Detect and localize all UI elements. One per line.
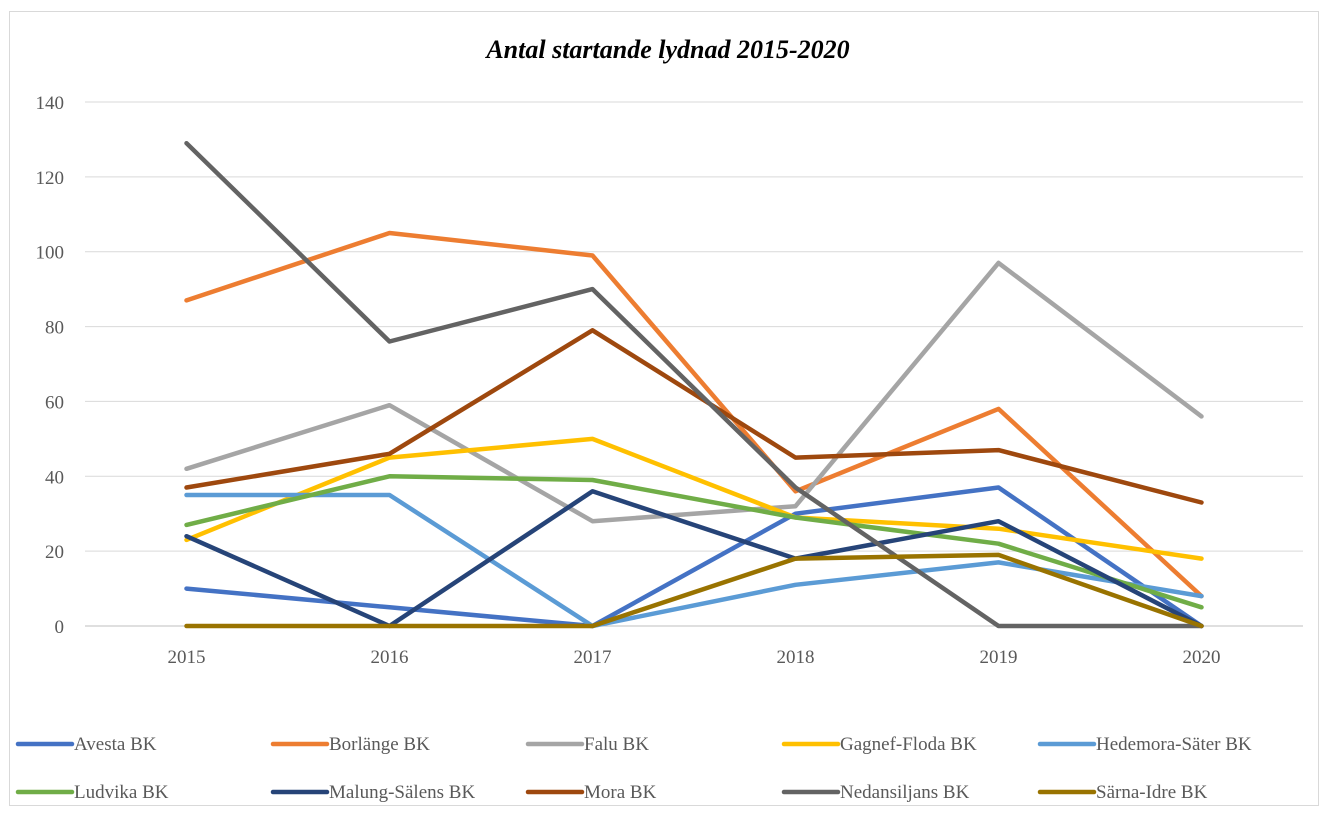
- legend-label: Särna-Idre BK: [1096, 782, 1208, 803]
- legend-label: Gagnef-Floda BK: [840, 734, 977, 755]
- series-line: [184, 552, 1204, 629]
- legend-label: Avesta BK: [74, 734, 157, 755]
- x-axis-ticks: 2015 2016 2017 2018 2019 2020: [168, 647, 1221, 668]
- legend-item: Borlänge BK: [270, 734, 430, 755]
- y-tick-label: 120: [36, 168, 65, 189]
- x-tick-label: 2020: [1183, 647, 1221, 668]
- series-line: [184, 140, 1204, 629]
- legend-label: Malung-Sälens BK: [329, 782, 475, 803]
- x-tick-label: 2016: [371, 647, 409, 668]
- legend-item: Hedemora-Säter BK: [1037, 734, 1252, 755]
- series-line: [184, 489, 1204, 629]
- x-tick-label: 2017: [574, 647, 612, 668]
- legend-item: Avesta BK: [15, 734, 157, 755]
- y-tick-label: 80: [45, 318, 64, 339]
- legend-item: Mora BK: [525, 782, 657, 803]
- series-lines: [184, 140, 1204, 629]
- legend-item: Malung-Sälens BK: [270, 782, 475, 803]
- legend-item: Ludvika BK: [15, 782, 169, 803]
- series-line: [184, 485, 1204, 629]
- legend-label: Ludvika BK: [74, 782, 169, 803]
- legend-label: Hedemora-Säter BK: [1096, 734, 1252, 755]
- y-tick-label: 60: [45, 392, 64, 413]
- chart-title: Antal startande lydnad 2015-2020: [484, 35, 849, 64]
- y-axis-ticks: 0 20 40 60 80 100 120 140: [36, 93, 65, 638]
- legend-label: Falu BK: [584, 734, 649, 755]
- x-tick-label: 2018: [777, 647, 815, 668]
- chart-frame: [9, 11, 1319, 806]
- y-tick-label: 0: [55, 617, 65, 638]
- series-line: [184, 436, 1204, 561]
- legend: Avesta BK Borlänge BK Falu BK Gagnef-Floda …: [15, 734, 1252, 803]
- legend-item: Falu BK: [525, 734, 649, 755]
- series-line: [184, 474, 1204, 610]
- x-tick-label: 2015: [168, 647, 206, 668]
- series-line: [184, 328, 1204, 505]
- x-tick-label: 2019: [980, 647, 1018, 668]
- series-line: [184, 230, 1204, 599]
- y-tick-label: 100: [36, 243, 65, 264]
- legend-item: Särna-Idre BK: [1037, 782, 1208, 803]
- legend-label: Mora BK: [584, 782, 657, 803]
- legend-label: Borlänge BK: [329, 734, 430, 755]
- y-tick-label: 140: [36, 93, 65, 114]
- y-tick-label: 40: [45, 467, 64, 488]
- legend-item: Nedansiljans BK: [781, 782, 970, 803]
- legend-item: Gagnef-Floda BK: [781, 734, 977, 755]
- y-tick-label: 20: [45, 542, 64, 563]
- series-line: [184, 260, 1204, 524]
- legend-label: Nedansiljans BK: [840, 782, 970, 803]
